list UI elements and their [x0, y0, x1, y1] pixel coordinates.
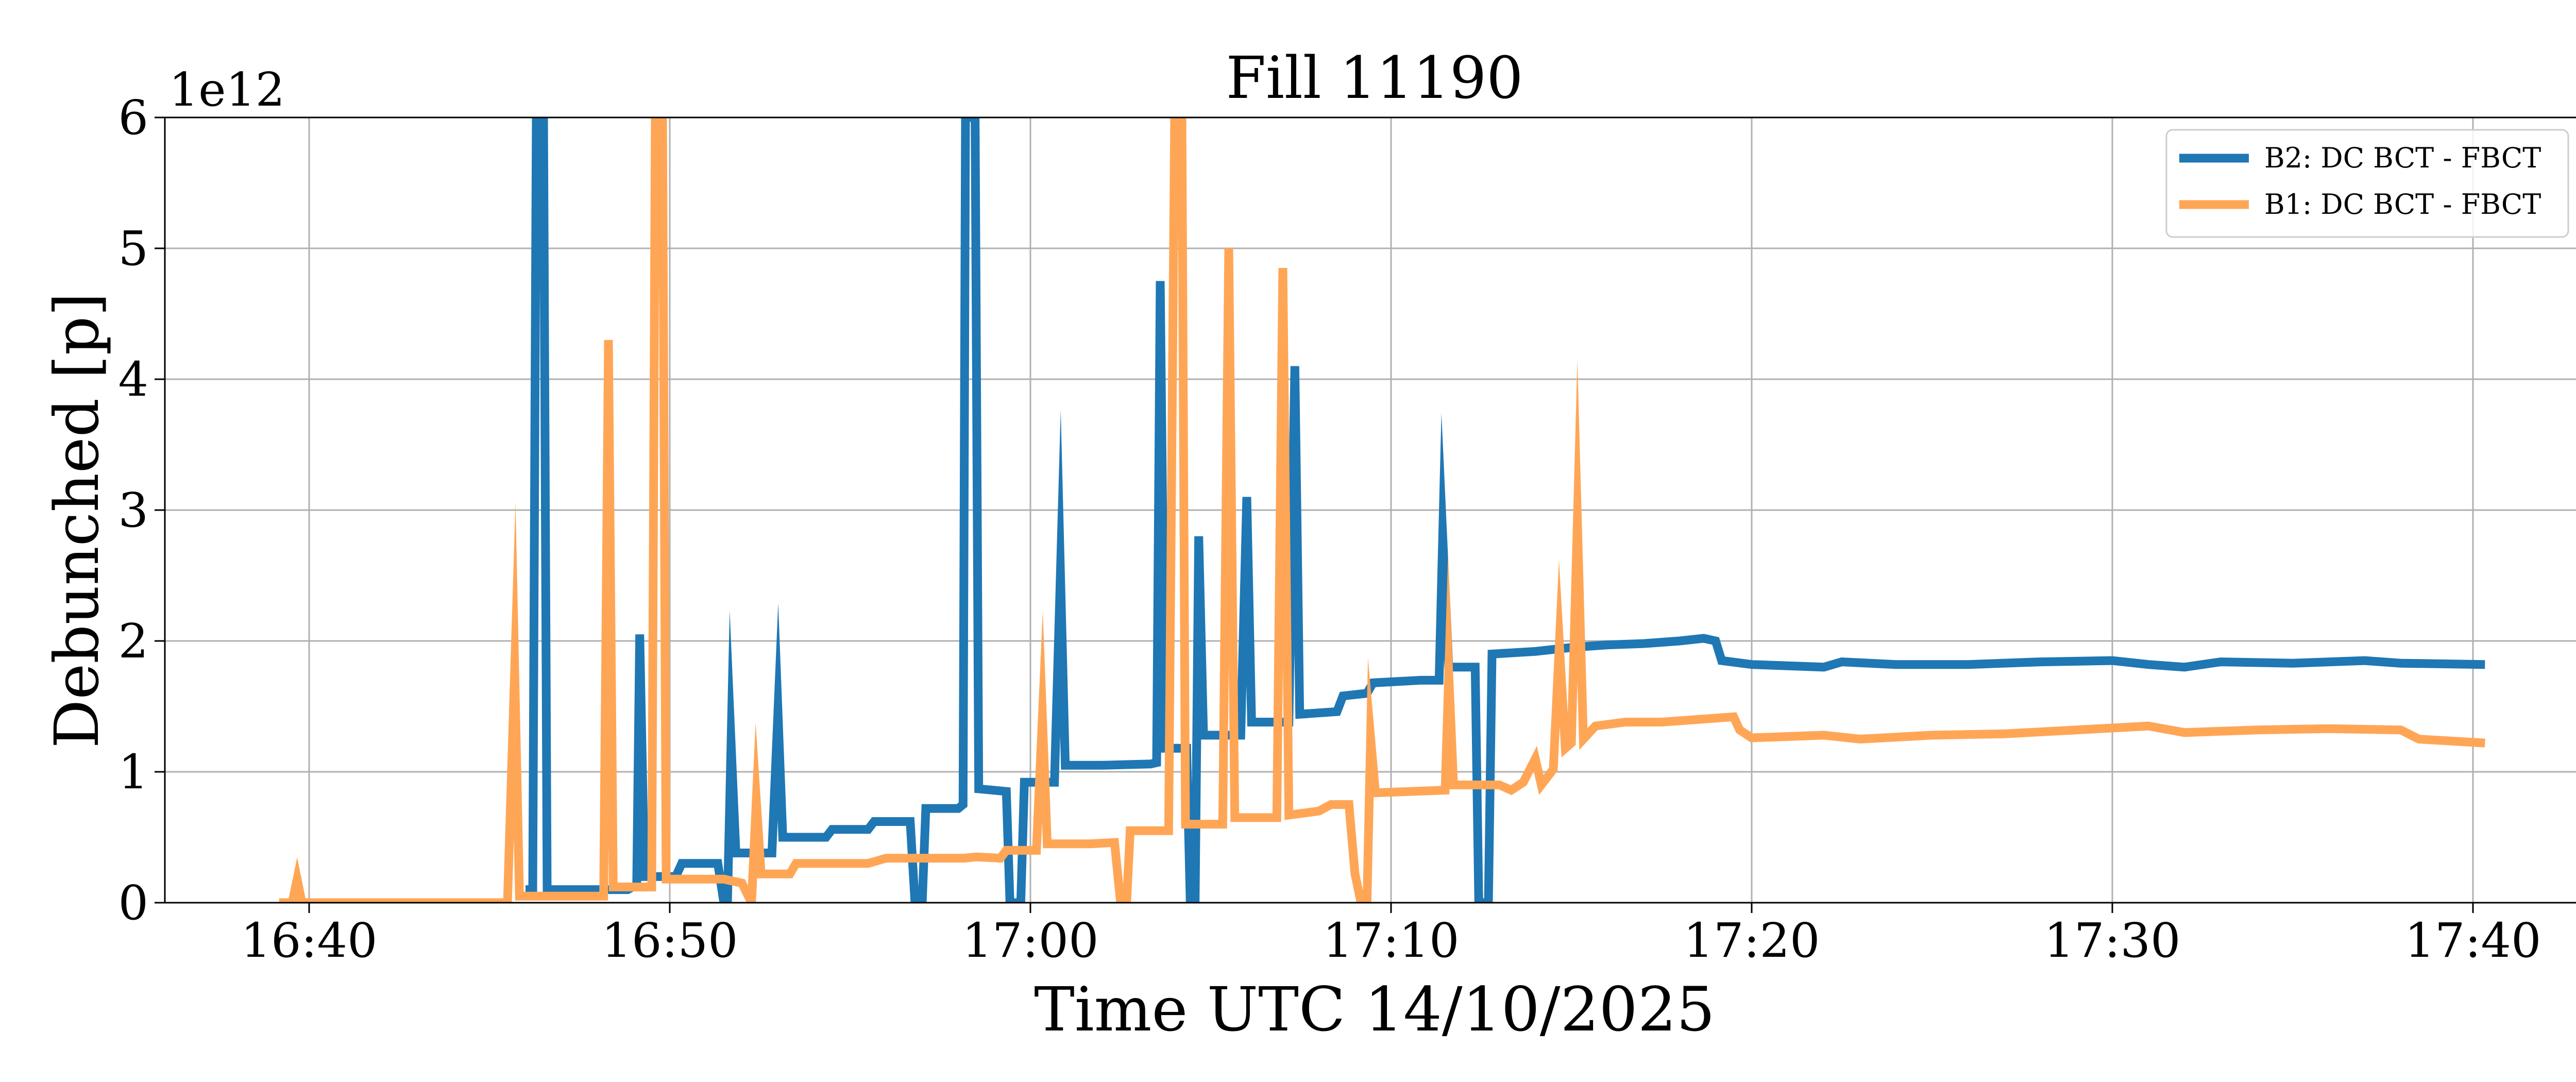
y-tick-label: 1 [118, 745, 148, 800]
x-tick-label: 17:30 [2044, 913, 2180, 968]
y-tick-label: 0 [118, 875, 148, 931]
legend: B2: DC BCT - FBCT B1: DC BCT - FBCT [2165, 129, 2569, 238]
y-tick-label: 3 [118, 483, 148, 538]
plot-frame [164, 116, 2576, 904]
legend-box [2165, 129, 2569, 238]
x-tick-label: 17:20 [1683, 913, 1820, 968]
y-tick-label: 2 [118, 614, 148, 669]
series-line-b2 [526, 117, 2485, 903]
series-line-b1 [279, 117, 2485, 903]
y-axis-offset-label: 1e12 [169, 63, 285, 117]
x-tick-label: 16:40 [241, 913, 377, 968]
y-tick-label: 5 [118, 221, 148, 276]
x-axis-label: Time UTC 14/10/2025 [1034, 974, 1715, 1045]
y-tick-label: 4 [118, 352, 148, 407]
x-tick-label: 17:40 [2404, 913, 2541, 968]
x-tick-label: 17:00 [962, 913, 1098, 968]
y-tick-label: 6 [118, 90, 148, 145]
y-axis-label: Debunched [p] [41, 293, 112, 749]
legend-label-b2: B2: DC BCT - FBCT [2264, 142, 2541, 174]
x-tick-label: 16:50 [601, 913, 738, 968]
x-tick-label: 17:10 [1323, 913, 1459, 968]
plot-area [279, 117, 2485, 903]
axes: 16:40 16:50 17:00 17:10 17:20 17:30 17:40 0 1 2 3 4… [118, 90, 2576, 968]
legend-label-b1: B1: DC BCT - FBCT [2264, 188, 2541, 221]
chart-title: Fill 11190 [1226, 45, 1523, 112]
